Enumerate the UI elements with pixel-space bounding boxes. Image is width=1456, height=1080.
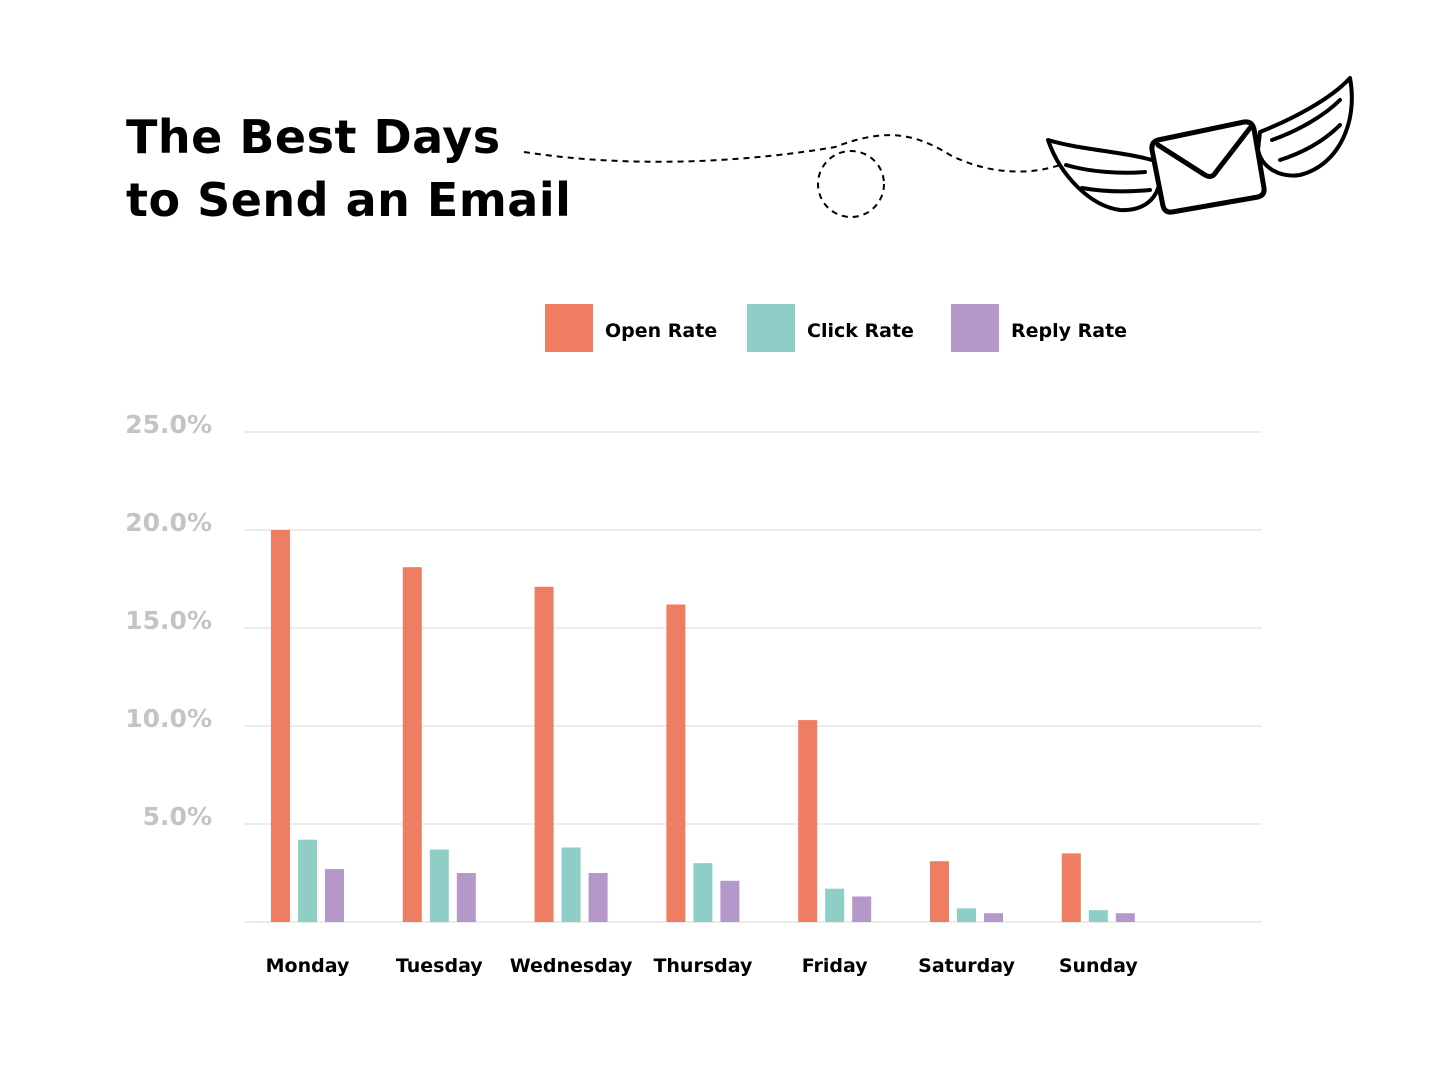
legend-label-click-rate: Click Rate	[807, 320, 914, 342]
legend-item-open-rate: Open Rate	[545, 304, 717, 352]
bar-click-rate-tuesday	[429, 849, 449, 922]
bar-open-rate-sunday	[1061, 853, 1081, 922]
bar-reply-rate-thursday	[720, 880, 740, 922]
y-tick-label-10: 10.0%	[125, 704, 212, 733]
bar-group-tuesday	[402, 567, 476, 922]
legend-swatch-reply-rate	[951, 304, 999, 352]
bar-reply-rate-tuesday	[456, 873, 476, 922]
legend-swatch-open-rate	[545, 304, 593, 352]
chart-title-line-2: to Send an Email	[126, 173, 572, 227]
bar-click-rate-monday	[298, 839, 317, 922]
legend-swatch-click-rate	[747, 304, 795, 352]
legend-item-click-rate: Click Rate	[747, 304, 914, 352]
y-tick-label-25: 25.0%	[125, 410, 212, 439]
y-tick-label-20: 20.0%	[125, 508, 212, 537]
x-tick-label-saturday: Saturday	[918, 955, 1015, 977]
bar-click-rate-sunday	[1088, 910, 1108, 922]
bar-group-saturday	[930, 861, 1003, 922]
legend-item-reply-rate: Reply Rate	[951, 304, 1127, 352]
bar-reply-rate-sunday	[1115, 913, 1135, 922]
bar-open-rate-thursday	[666, 604, 686, 922]
bar-reply-rate-saturday	[984, 913, 1003, 922]
chart-legend: Open Rate Click Rate Reply Rate	[545, 304, 1127, 352]
bar-group-wednesday	[534, 586, 608, 922]
chart-title: The Best Days to Send an Email	[126, 106, 571, 232]
flight-loop	[817, 150, 885, 218]
y-tick-label-15: 15.0%	[125, 606, 212, 635]
bar-reply-rate-wednesday	[588, 873, 608, 922]
bar-open-rate-wednesday	[534, 586, 554, 922]
bar-click-rate-saturday	[957, 908, 976, 922]
bar-reply-rate-friday	[852, 896, 872, 922]
x-tick-label-sunday: Sunday	[1059, 955, 1139, 977]
right-wing-icon	[1256, 76, 1354, 178]
bar-group-monday	[271, 530, 344, 922]
x-tick-label-tuesday: Tuesday	[396, 955, 483, 977]
bar-group-thursday	[666, 604, 740, 922]
bar-click-rate-wednesday	[561, 847, 581, 922]
bar-reply-rate-monday	[325, 869, 344, 922]
bar-open-rate-friday	[798, 720, 818, 922]
envelope-icon	[1149, 119, 1267, 215]
bar-click-rate-friday	[825, 888, 845, 922]
chart-title-line-1: The Best Days	[126, 110, 501, 164]
y-tick-label-5: 5.0%	[143, 802, 212, 831]
chart-bars	[271, 530, 1135, 922]
x-tick-label-thursday: Thursday	[653, 955, 753, 977]
bar-open-rate-tuesday	[402, 567, 422, 922]
left-wing-icon	[1046, 138, 1162, 213]
x-tick-label-monday: Monday	[266, 955, 350, 977]
x-axis-labels: Monday Tuesday Wednesday Thursday Friday Satu…	[266, 955, 1139, 977]
legend-label-open-rate: Open Rate	[605, 320, 717, 342]
y-axis-ticks: 5.0% 10.0% 15.0% 20.0% 25.0%	[125, 410, 212, 831]
winged-envelope-icon	[523, 76, 1354, 218]
chart-grid	[244, 431, 1262, 923]
bar-group-sunday	[1061, 853, 1135, 922]
bar-group-friday	[798, 720, 872, 922]
x-tick-label-friday: Friday	[802, 955, 868, 977]
legend-label-reply-rate: Reply Rate	[1011, 320, 1127, 342]
bar-click-rate-thursday	[693, 863, 713, 922]
x-tick-label-wednesday: Wednesday	[510, 955, 633, 977]
bar-open-rate-monday	[271, 530, 290, 922]
bar-open-rate-saturday	[930, 861, 949, 922]
